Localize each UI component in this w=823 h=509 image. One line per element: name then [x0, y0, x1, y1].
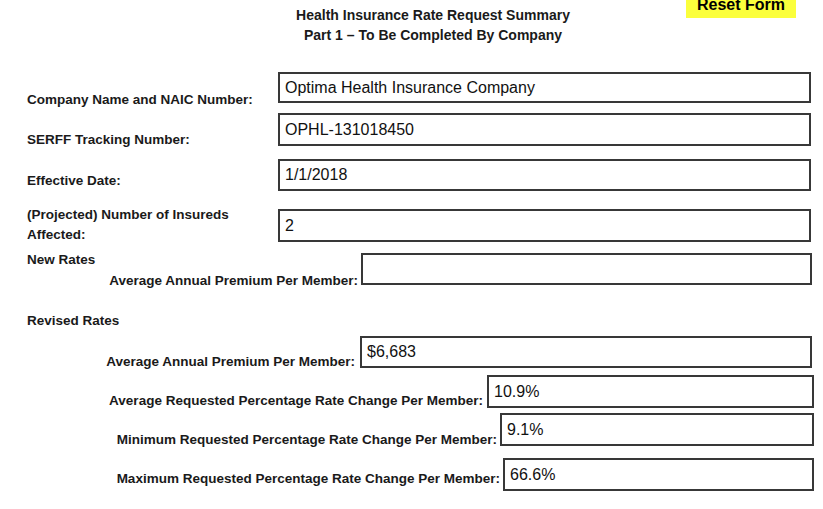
- company-naic-input[interactable]: [278, 72, 811, 103]
- reset-form-button[interactable]: Reset Form: [686, 0, 796, 18]
- max-rate-change-input[interactable]: [503, 458, 814, 491]
- new-avg-premium-input[interactable]: [361, 253, 812, 285]
- serff-tracking-label: SERFF Tracking Number:: [27, 130, 282, 150]
- effective-date-label: Effective Date:: [27, 171, 282, 191]
- revised-avg-premium-label: Average Annual Premium Per Member:: [80, 352, 355, 372]
- avg-rate-change-input[interactable]: [487, 375, 814, 408]
- insureds-affected-label: (Projected) Number of Insureds Affected:: [27, 205, 275, 245]
- revised-rates-heading: Revised Rates: [27, 313, 119, 328]
- revised-avg-premium-input[interactable]: [360, 336, 812, 368]
- min-rate-change-label: Minimum Requested Percentage Rate Change…: [80, 430, 497, 450]
- serff-tracking-input[interactable]: [278, 113, 811, 146]
- max-rate-change-label: Maximum Requested Percentage Rate Change…: [80, 469, 500, 489]
- effective-date-input[interactable]: [278, 159, 811, 191]
- new-avg-premium-label: Average Annual Premium Per Member:: [83, 271, 358, 291]
- min-rate-change-input[interactable]: [500, 413, 814, 446]
- company-naic-label: Company Name and NAIC Number:: [27, 90, 282, 110]
- new-rates-heading: New Rates: [27, 252, 95, 267]
- form-page: Health Insurance Rate Request Summary Pa…: [0, 0, 823, 509]
- avg-rate-change-label: Average Requested Percentage Rate Change…: [80, 391, 483, 411]
- insureds-affected-input[interactable]: [278, 209, 811, 242]
- page-subtitle: Part 1 – To Be Completed By Company: [43, 27, 823, 43]
